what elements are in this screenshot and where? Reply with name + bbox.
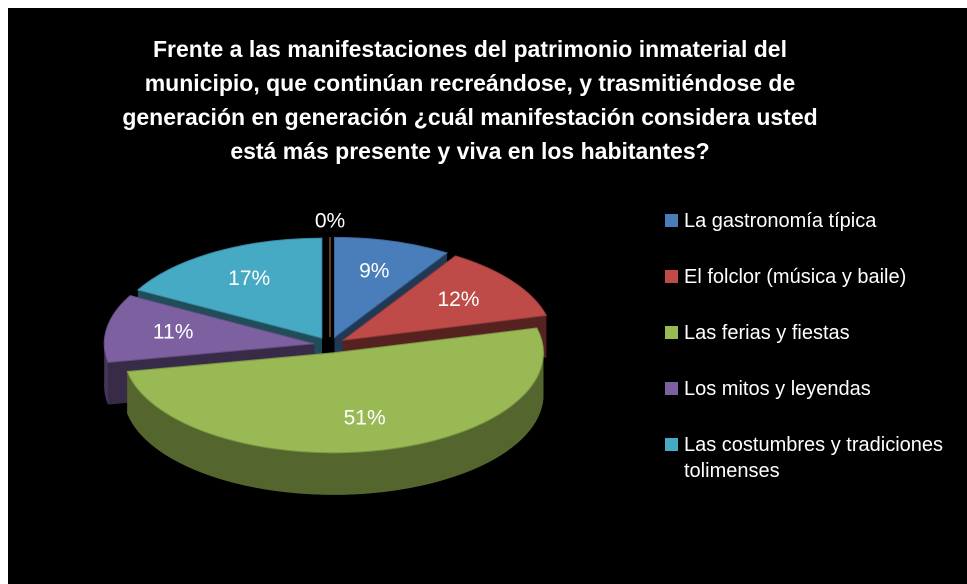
legend-swatch <box>665 326 678 339</box>
legend-label: Las ferias y fiestas <box>684 322 850 344</box>
slice <box>103 295 315 364</box>
legend-item: Las ferias y fiestas <box>684 322 850 344</box>
chart-title: Frente a las manifestaciones del patrimo… <box>122 36 818 164</box>
slice <box>341 255 548 342</box>
legend-swatch <box>665 270 678 283</box>
legend-label: La gastronomía típica <box>684 210 877 232</box>
title-box: Frente a las manifestaciones del patrimo… <box>122 36 818 164</box>
data-label: 11% <box>153 321 193 344</box>
data-label: 9% <box>359 260 389 283</box>
legend-swatch <box>665 382 678 395</box>
slice-outer-side <box>104 343 108 405</box>
legend-label: Los mitos y leyendas <box>684 378 871 400</box>
legend-label: El folclor (música y baile) <box>684 266 907 288</box>
data-label: 12% <box>437 288 479 311</box>
data-label: 17% <box>228 267 270 290</box>
slice <box>333 236 449 339</box>
slice <box>136 237 323 339</box>
legend-swatch <box>665 438 678 451</box>
legend-label: Las costumbres y tradiciones tolimenses <box>684 434 944 482</box>
slice-outer-side <box>127 352 544 495</box>
legend-swatch <box>665 214 678 227</box>
legend-item: El folclor (música y baile) <box>684 266 907 288</box>
data-label: 0% <box>315 210 345 233</box>
slice <box>126 327 544 454</box>
legend-item: Las costumbres y tradiciones tolimenses <box>684 434 944 482</box>
legend-item: Los mitos y leyendas <box>684 378 871 400</box>
legend-item: La gastronomía típica <box>684 210 877 232</box>
data-label: 51% <box>344 407 386 430</box>
